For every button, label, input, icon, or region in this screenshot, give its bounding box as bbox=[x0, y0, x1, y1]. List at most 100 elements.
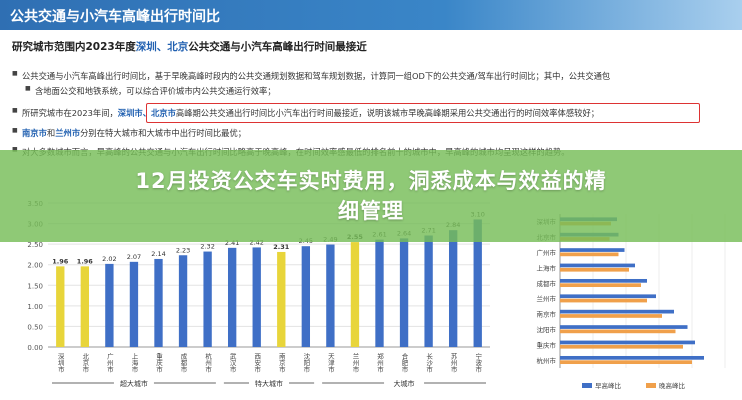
highlight-box bbox=[146, 103, 700, 123]
legend-swatch bbox=[646, 383, 656, 388]
x-tick-label: 合肥市 bbox=[400, 352, 408, 374]
group-label-bg bbox=[113, 377, 154, 388]
bar bbox=[560, 340, 695, 345]
article-headline[interactable]: 12月投资公交车实时费用，洞悉成本与效益的精 细管理 bbox=[30, 166, 712, 226]
bar bbox=[105, 263, 114, 347]
y-tick-label: 1.00 bbox=[27, 303, 43, 311]
bullet-1-continuation: 含地面公交和地铁系统，可以综合评价城市内公共交通运行效率； bbox=[25, 85, 276, 97]
headline-line-1: 12月投资公交车实时费用，洞悉成本与效益的精 bbox=[135, 169, 607, 193]
headline-line-2: 细管理 bbox=[338, 199, 404, 223]
y-tick-label: 0.50 bbox=[27, 323, 43, 331]
bar bbox=[560, 344, 683, 349]
bar bbox=[560, 278, 647, 283]
group-label: 大城市 bbox=[394, 379, 415, 388]
legend-swatch bbox=[582, 383, 592, 388]
bar bbox=[560, 294, 656, 299]
bar bbox=[560, 267, 629, 272]
data-label: 2.02 bbox=[102, 255, 116, 263]
x-tick-label: 武汉市 bbox=[228, 352, 236, 374]
slide-header: 公共交通与小汽车高峰出行时间比 bbox=[0, 0, 742, 30]
bar bbox=[80, 266, 90, 347]
headline-banner bbox=[0, 150, 742, 242]
x-tick-label: 长沙市 bbox=[425, 352, 433, 374]
data-label: 2.41 bbox=[225, 239, 239, 247]
bullet-2-post: 高峰期公共交通出行时间比小汽车出行时间最接近，说明该城市早晚高峰期采用公共交通出… bbox=[175, 108, 600, 118]
subhead-prefix: 研究城市范围内2023年度 bbox=[12, 41, 136, 53]
bar bbox=[56, 266, 65, 347]
data-label: 1.96 bbox=[52, 257, 69, 265]
slide-title: 公共交通与小汽车高峰出行时间比 bbox=[10, 9, 220, 25]
bullet-3-city-a: 南京市 bbox=[22, 128, 47, 138]
bar bbox=[129, 261, 139, 347]
x-tick-label: 郑州市 bbox=[376, 353, 384, 374]
y-tick-label: 成都市 bbox=[537, 279, 557, 288]
bar bbox=[154, 258, 163, 347]
data-label: 2.23 bbox=[176, 246, 190, 254]
group-label-bg bbox=[384, 377, 425, 388]
bar bbox=[448, 230, 458, 347]
bar bbox=[560, 360, 692, 365]
x-tick-label: 成都市 bbox=[179, 352, 187, 374]
bar bbox=[560, 298, 647, 303]
bullet-1: 公共交通与小汽车高峰出行时间比，基于早晚高峰时段内的公共交通规划数据和驾车规划数… bbox=[12, 70, 610, 82]
bar bbox=[560, 329, 676, 334]
x-tick-label: 杭州市 bbox=[204, 352, 212, 374]
group-label: 超大城市 bbox=[120, 379, 148, 388]
bar bbox=[560, 283, 641, 288]
y-tick-label: 杭州市 bbox=[537, 356, 557, 365]
x-tick-label: 苏州市 bbox=[449, 352, 457, 374]
x-tick-label: 天津市 bbox=[326, 353, 334, 374]
subhead-suffix: 公共交通与小汽车高峰出行时间最接近 bbox=[188, 41, 367, 53]
x-tick-label: 北京市 bbox=[81, 353, 89, 374]
y-tick-label: 2.50 bbox=[27, 241, 43, 249]
bar bbox=[399, 238, 409, 347]
data-label: 2.14 bbox=[151, 250, 165, 258]
bar bbox=[560, 248, 625, 252]
x-tick-label: 兰州市 bbox=[351, 352, 359, 374]
bar bbox=[560, 252, 619, 257]
bullet-3-mid: 和 bbox=[46, 128, 56, 138]
y-tick-label: 重庆市 bbox=[537, 340, 557, 349]
bar bbox=[326, 244, 335, 347]
bar bbox=[560, 355, 704, 360]
x-tick-label: 南京市 bbox=[277, 352, 285, 374]
bullet-3-post: 分别在特大城市和大城市中出行时间比最优； bbox=[80, 128, 247, 138]
slide-subheading: 研究城市范围内2023年度深圳、北京公共交通与小汽车高峰出行时间最接近 bbox=[12, 39, 367, 54]
data-label: 2.32 bbox=[200, 243, 214, 251]
y-tick-label: 2.00 bbox=[27, 262, 43, 270]
x-tick-label: 上海市 bbox=[130, 352, 138, 374]
bar bbox=[560, 263, 635, 268]
y-tick-label: 兰州市 bbox=[537, 294, 557, 303]
bar bbox=[375, 239, 384, 347]
bar bbox=[560, 325, 688, 329]
bar bbox=[350, 242, 360, 347]
x-tick-label: 沈阳市 bbox=[302, 352, 310, 374]
bar bbox=[178, 255, 188, 347]
legend-label: 晚高峰比 bbox=[659, 381, 686, 390]
y-tick-label: 1.50 bbox=[27, 282, 43, 290]
x-tick-label: 宁波市 bbox=[474, 352, 482, 374]
x-tick-label: 西安市 bbox=[253, 353, 261, 374]
y-tick-label: 上海市 bbox=[537, 263, 557, 272]
x-tick-label: 深圳市 bbox=[56, 352, 64, 374]
x-tick-label: 重庆市 bbox=[155, 353, 163, 374]
group-label: 特大城市 bbox=[255, 379, 283, 388]
bullet-3: 南京市和兰州市分别在特大城市和大城市中出行时间比最优； bbox=[12, 127, 247, 139]
bar bbox=[301, 246, 311, 347]
data-label: 2.42 bbox=[249, 238, 263, 246]
bar bbox=[277, 251, 286, 347]
y-tick-label: 广州市 bbox=[537, 248, 557, 257]
bar bbox=[252, 247, 261, 347]
x-tick-label: 广州市 bbox=[105, 352, 113, 374]
y-tick-label: 沈阳市 bbox=[537, 325, 557, 334]
legend-label: 早高峰比 bbox=[595, 381, 622, 390]
bar bbox=[424, 235, 433, 347]
subhead-cities: 深圳、北京 bbox=[135, 41, 189, 53]
bar bbox=[203, 251, 212, 347]
bar bbox=[227, 247, 237, 347]
bullet-3-city-b: 兰州市 bbox=[55, 128, 81, 138]
bar bbox=[473, 219, 482, 347]
group-label-bg bbox=[249, 377, 289, 388]
bar bbox=[560, 314, 662, 318]
y-tick-label: 0.00 bbox=[27, 344, 43, 352]
